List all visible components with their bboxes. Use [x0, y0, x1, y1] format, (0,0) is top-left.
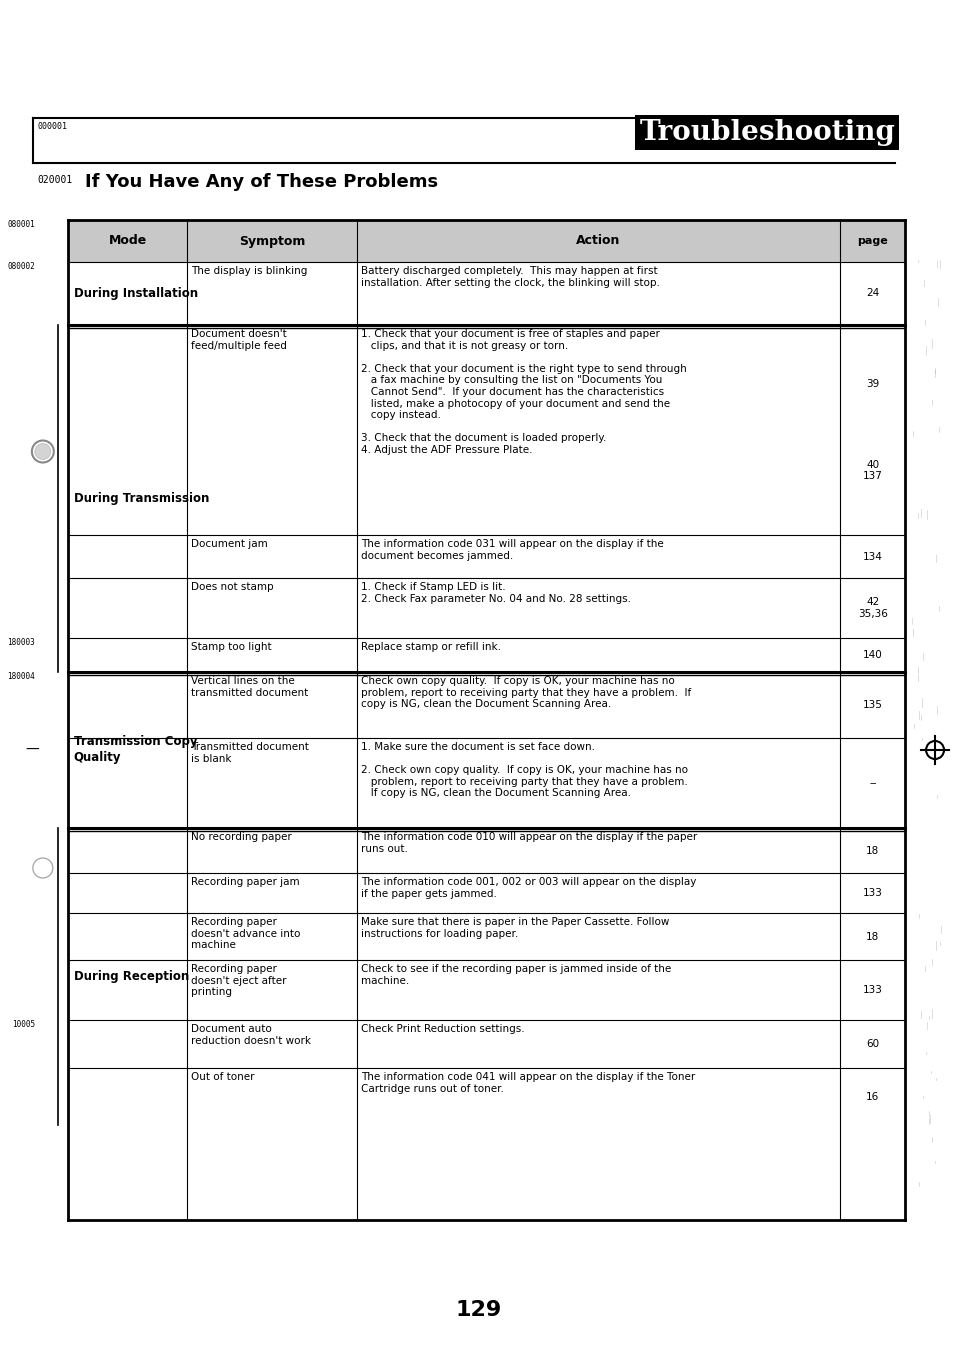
Text: Symptom: Symptom [238, 235, 305, 247]
Text: During Reception: During Reception [73, 970, 189, 983]
Text: Troubleshooting: Troubleshooting [639, 119, 894, 146]
Text: Does not stamp: Does not stamp [192, 581, 274, 592]
Text: Transmission Copy
Quality: Transmission Copy Quality [73, 735, 197, 765]
Text: 42
35,36: 42 35,36 [857, 598, 886, 619]
Text: 134: 134 [862, 552, 882, 561]
Text: Check Print Reduction settings.: Check Print Reduction settings. [360, 1024, 524, 1033]
Text: 1. Check that your document is free of staples and paper
   clips, and that it i: 1. Check that your document is free of s… [360, 329, 686, 455]
Text: Check own copy quality.  If copy is OK, your machine has no
problem, report to r: Check own copy quality. If copy is OK, y… [360, 676, 690, 710]
Text: The information code 041 will appear on the display if the Toner
Cartridge runs : The information code 041 will appear on … [360, 1072, 695, 1094]
Text: Stamp too light: Stamp too light [192, 642, 272, 652]
Text: 1. Make sure the document is set face down.

2. Check own copy quality.  If copy: 1. Make sure the document is set face do… [360, 742, 687, 799]
Text: The information code 010 will appear on the display if the paper
runs out.: The information code 010 will appear on … [360, 832, 697, 854]
Text: Document auto
reduction doesn't work: Document auto reduction doesn't work [192, 1024, 311, 1045]
Text: 180003: 180003 [7, 638, 35, 648]
Text: Replace stamp or refill ink.: Replace stamp or refill ink. [360, 642, 500, 652]
Text: 000001: 000001 [38, 121, 68, 131]
Text: page: page [857, 236, 887, 246]
Text: 16: 16 [865, 1091, 879, 1102]
Text: 24: 24 [865, 289, 879, 298]
Text: Mode: Mode [109, 235, 147, 247]
Text: 39






40
137: 39 40 137 [862, 379, 882, 482]
Text: The information code 031 will appear on the display if the
document becomes jamm: The information code 031 will appear on … [360, 540, 663, 561]
Text: If You Have Any of These Problems: If You Have Any of These Problems [85, 173, 437, 192]
Bar [68, 220, 904, 262]
Text: —: — [25, 743, 38, 757]
Text: 133: 133 [862, 888, 882, 898]
Text: Recording paper jam: Recording paper jam [192, 877, 299, 888]
Text: 140: 140 [862, 650, 882, 660]
Text: 1. Check if Stamp LED is lit.
2. Check Fax parameter No. 04 and No. 28 settings.: 1. Check if Stamp LED is lit. 2. Check F… [360, 581, 630, 603]
Text: Action: Action [576, 235, 620, 247]
Text: 020001: 020001 [38, 175, 73, 185]
Text: 18: 18 [865, 932, 879, 942]
Text: 129: 129 [455, 1300, 501, 1321]
Text: During Transmission: During Transmission [73, 492, 209, 505]
Text: Make sure that there is paper in the Paper Cassette. Follow
instructions for loa: Make sure that there is paper in the Pap… [360, 917, 668, 939]
Circle shape [35, 444, 51, 460]
Text: The information code 001, 002 or 003 will appear on the display
if the paper get: The information code 001, 002 or 003 wil… [360, 877, 696, 898]
Text: No recording paper: No recording paper [192, 832, 292, 842]
Text: Document jam: Document jam [192, 540, 268, 549]
Text: Check to see if the recording paper is jammed inside of the
machine.: Check to see if the recording paper is j… [360, 965, 670, 986]
Text: 10005: 10005 [11, 1020, 35, 1029]
Text: 135: 135 [862, 700, 882, 710]
Text: 080001: 080001 [7, 220, 35, 229]
Text: 133: 133 [862, 985, 882, 996]
Text: Battery discharged completely.  This may happen at first
installation. After set: Battery discharged completely. This may … [360, 266, 659, 287]
Text: 080002: 080002 [7, 262, 35, 271]
Text: 180004: 180004 [7, 672, 35, 681]
Text: --: -- [868, 778, 876, 788]
Text: During Installation: During Installation [73, 287, 197, 299]
Text: Transmitted document
is blank: Transmitted document is blank [192, 742, 309, 764]
Text: Recording paper
doesn't advance into
machine: Recording paper doesn't advance into mac… [192, 917, 300, 950]
Text: Recording paper
doesn't eject after
printing: Recording paper doesn't eject after prin… [192, 965, 287, 997]
Text: The display is blinking: The display is blinking [192, 266, 308, 277]
Text: Out of toner: Out of toner [192, 1072, 254, 1082]
Text: 18: 18 [865, 846, 879, 855]
Text: Document doesn't
feed/multiple feed: Document doesn't feed/multiple feed [192, 329, 287, 351]
Text: Vertical lines on the
transmitted document: Vertical lines on the transmitted docume… [192, 676, 308, 697]
Text: 60: 60 [865, 1039, 879, 1050]
